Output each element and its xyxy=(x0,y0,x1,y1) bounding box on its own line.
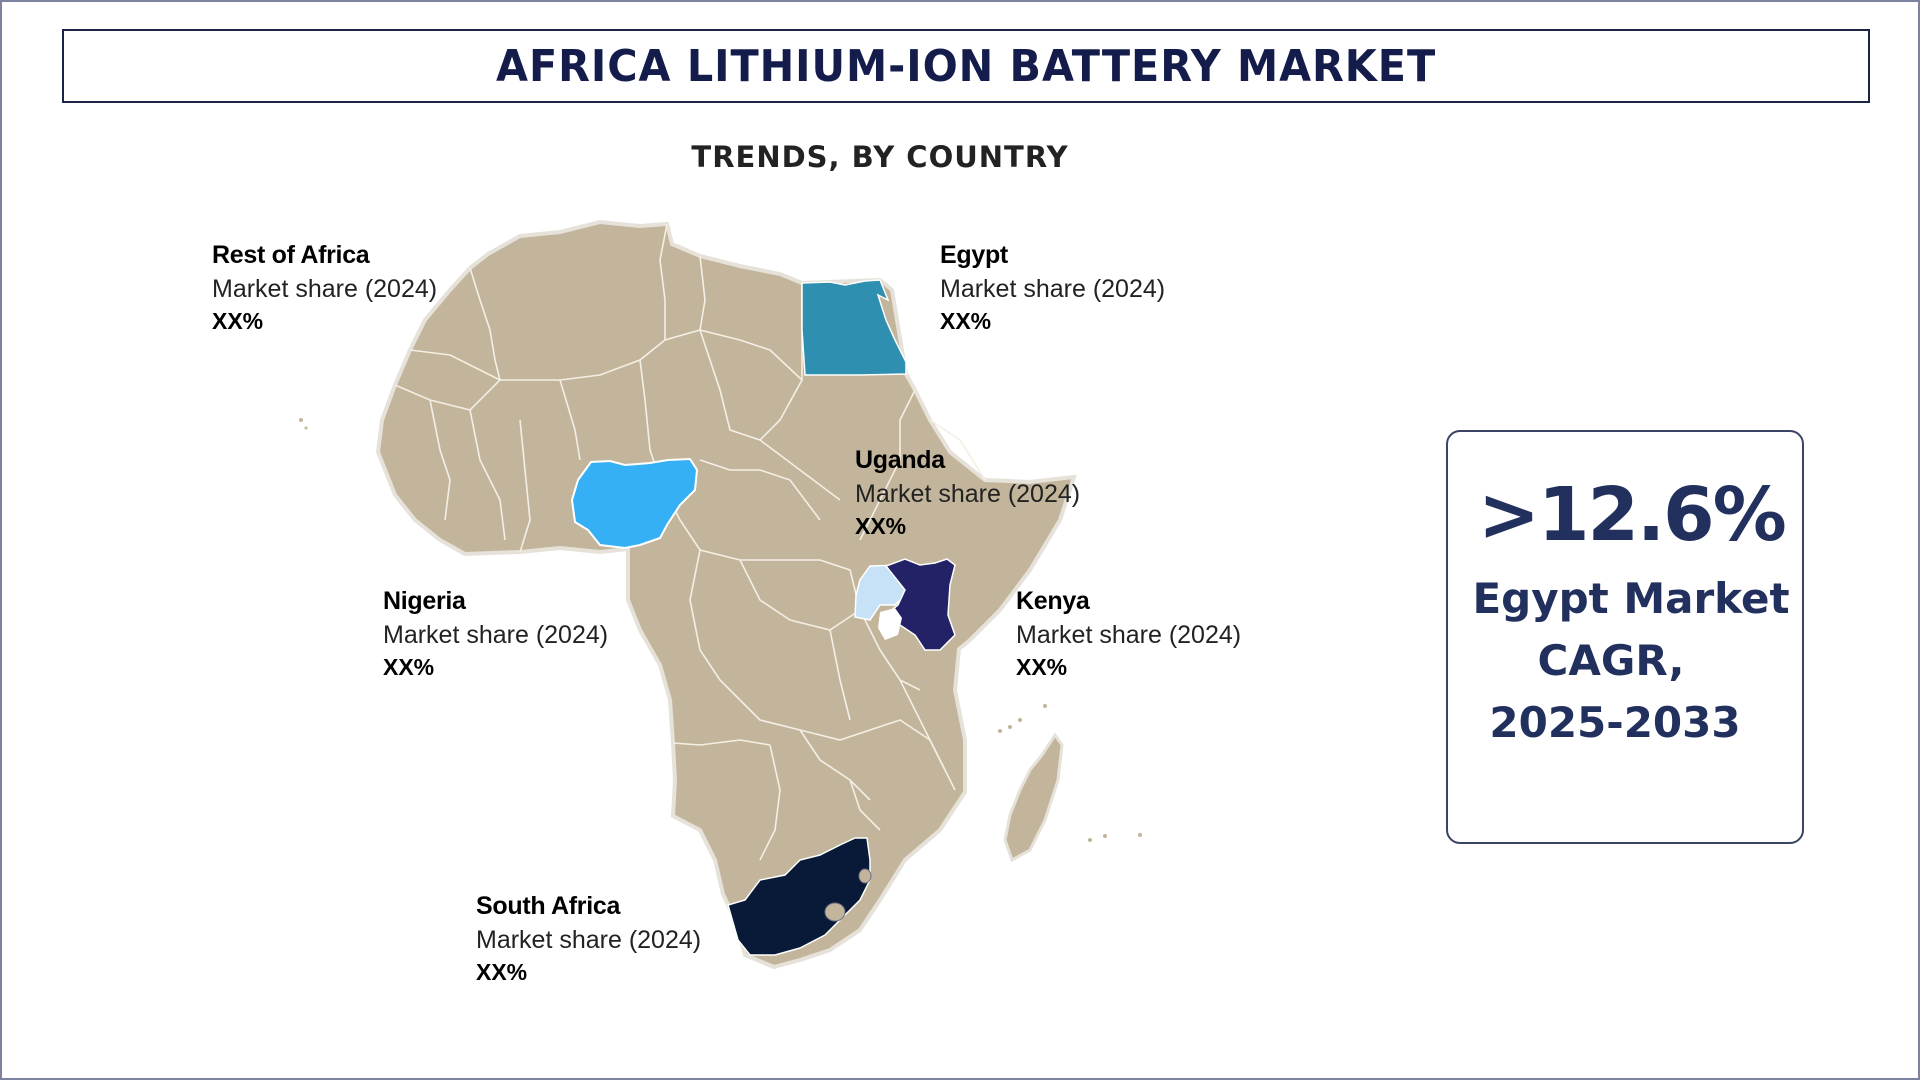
metric-value: XX% xyxy=(855,513,907,539)
country-name: Kenya xyxy=(1016,587,1090,615)
page-title: AFRICA LITHIUM-ION BATTERY MARKET xyxy=(495,40,1437,92)
page-subtitle: TRENDS, BY COUNTRY xyxy=(691,140,1069,174)
title-banner: AFRICA LITHIUM-ION BATTERY MARKET xyxy=(62,29,1870,103)
cagr-label-line3: 2025-2033 xyxy=(1489,698,1741,747)
metric-label: Market share (2024) xyxy=(940,275,1166,303)
metric-label: Market share (2024) xyxy=(476,926,702,954)
label-nigeria: Nigeria Market share (2024) XX% xyxy=(383,584,608,682)
lesotho-enclave xyxy=(824,902,846,922)
metric-value: XX% xyxy=(940,308,992,334)
metric-value: XX% xyxy=(476,959,528,985)
label-egypt: Egypt Market share (2024) XX% xyxy=(940,238,1165,336)
country-name: Uganda xyxy=(855,446,945,474)
eswatini-enclave xyxy=(858,868,872,884)
country-name: Rest of Africa xyxy=(212,241,370,269)
cagr-value: >12.6% xyxy=(1478,472,1787,558)
metric-value: XX% xyxy=(383,654,435,680)
label-rest-of-africa: Rest of Africa Market share (2024) XX% xyxy=(212,238,437,336)
metric-label: Market share (2024) xyxy=(212,275,438,303)
label-kenya: Kenya Market share (2024) XX% xyxy=(1016,584,1241,682)
metric-label: Market share (2024) xyxy=(383,621,609,649)
label-uganda: Uganda Market share (2024) XX% xyxy=(855,443,1080,541)
lake-victoria xyxy=(878,608,902,640)
cagr-callout: >12.6% Egypt Market CAGR, 2025-2033 xyxy=(1446,430,1804,844)
small-islands xyxy=(299,418,1142,842)
metric-value: XX% xyxy=(212,308,264,334)
metric-label: Market share (2024) xyxy=(855,480,1081,508)
country-borders xyxy=(394,223,986,861)
country-name: Nigeria xyxy=(383,587,466,615)
madagascar xyxy=(1003,732,1064,863)
country-egypt xyxy=(801,279,907,376)
label-south-africa: South Africa Market share (2024) XX% xyxy=(476,889,701,987)
metric-label: Market share (2024) xyxy=(1016,621,1242,649)
country-nigeria xyxy=(570,457,699,550)
country-name: Egypt xyxy=(940,241,1008,269)
country-name: South Africa xyxy=(476,892,621,920)
cagr-label-line2: CAGR, xyxy=(1537,636,1685,685)
metric-value: XX% xyxy=(1016,654,1068,680)
cagr-label-line1: Egypt Market xyxy=(1472,574,1790,623)
